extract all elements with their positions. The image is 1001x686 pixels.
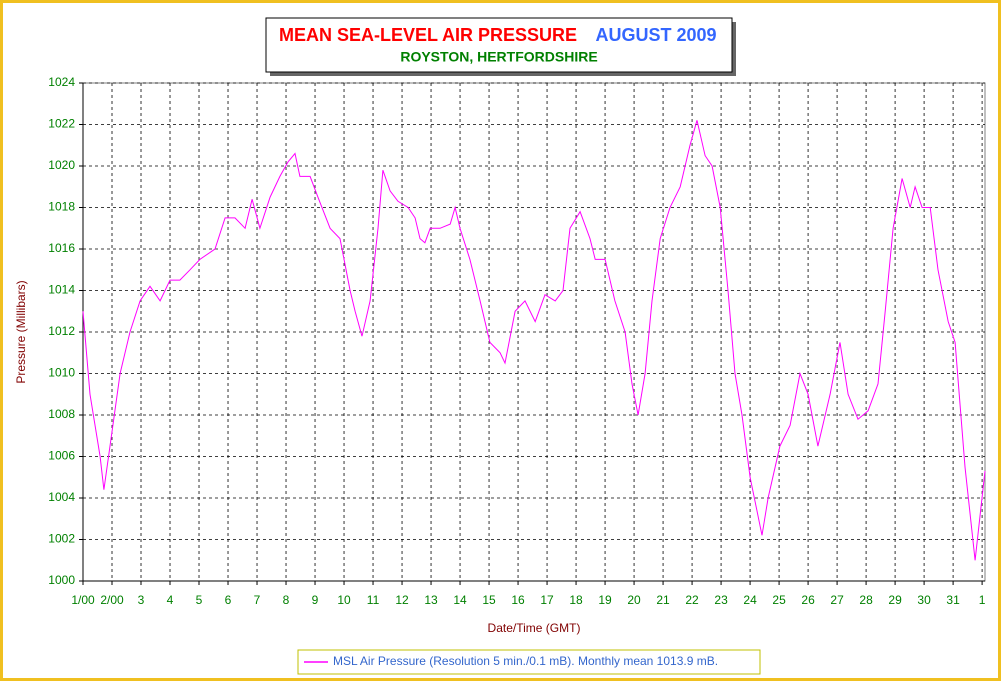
chart-title: MEAN SEA-LEVEL AIR PRESSURE	[279, 25, 577, 45]
x-tick-label: 24	[743, 593, 757, 607]
x-tick-label: 7	[254, 593, 261, 607]
x-tick-label: 8	[283, 593, 290, 607]
data-line	[82, 120, 986, 561]
x-tick-label: 4	[167, 593, 174, 607]
x-tick-label: 3	[138, 593, 145, 607]
x-tick-label: 30	[917, 593, 931, 607]
y-tick-label: 1002	[48, 532, 75, 546]
y-tick-label: 1016	[48, 241, 75, 255]
y-tick-label: 1012	[48, 324, 75, 338]
x-tick-label: 31	[946, 593, 960, 607]
legend: MSL Air Pressure (Resolution 5 min./0.1 …	[304, 654, 718, 668]
x-tick-label: 18	[569, 593, 583, 607]
y-tick-label: 1014	[48, 283, 75, 297]
x-tick-label: 16	[511, 593, 525, 607]
y-tick-label: 1000	[48, 573, 75, 587]
x-tick-label: 1/00	[71, 593, 95, 607]
x-tick-label: 2/00	[100, 593, 124, 607]
x-tick-label: 22	[685, 593, 699, 607]
x-axis-label: Date/Time (GMT)	[488, 621, 581, 635]
x-tick-label: 5	[196, 593, 203, 607]
x-tick-label: 9	[312, 593, 319, 607]
y-tick-label: 1006	[48, 449, 75, 463]
x-tick-label: 26	[801, 593, 815, 607]
x-tick-label: 27	[830, 593, 844, 607]
title-box	[265, 17, 733, 73]
x-tick-label: 19	[598, 593, 612, 607]
x-tick-label: 6	[225, 593, 232, 607]
x-tick-label: 10	[337, 593, 351, 607]
y-tick-label: 1018	[48, 200, 75, 214]
x-tick-label: 11	[367, 593, 380, 607]
legend-box	[297, 649, 761, 675]
y-tick-label: 1024	[48, 75, 75, 89]
x-tick-label: 14	[453, 593, 467, 607]
x-tick-label: 21	[656, 593, 670, 607]
x-tick-label: 12	[395, 593, 409, 607]
y-tick-label: 1010	[48, 366, 75, 380]
x-tick-label: 23	[714, 593, 728, 607]
x-tick-label: 15	[482, 593, 496, 607]
x-tick-label: 20	[627, 593, 641, 607]
x-tick-label: 13	[424, 593, 438, 607]
chart-period: AUGUST 2009	[595, 25, 716, 45]
y-tick-label: 1008	[48, 407, 75, 421]
x-tick-label: 17	[540, 593, 554, 607]
x-tick-label: 1	[979, 593, 986, 607]
x-tick-label: 29	[888, 593, 902, 607]
y-tick-label: 1022	[48, 117, 75, 131]
legend-label: MSL Air Pressure (Resolution 5 min./0.1 …	[333, 654, 718, 668]
y-tick-label: 1004	[48, 490, 75, 504]
x-tick-label: 25	[772, 593, 786, 607]
x-tick-label: 28	[859, 593, 873, 607]
y-tick-label: 1020	[48, 158, 75, 172]
chart-subtitle: ROYSTON, HERTFORDSHIRE	[400, 49, 597, 65]
y-axis-label: Pressure (Millibars)	[14, 280, 28, 383]
